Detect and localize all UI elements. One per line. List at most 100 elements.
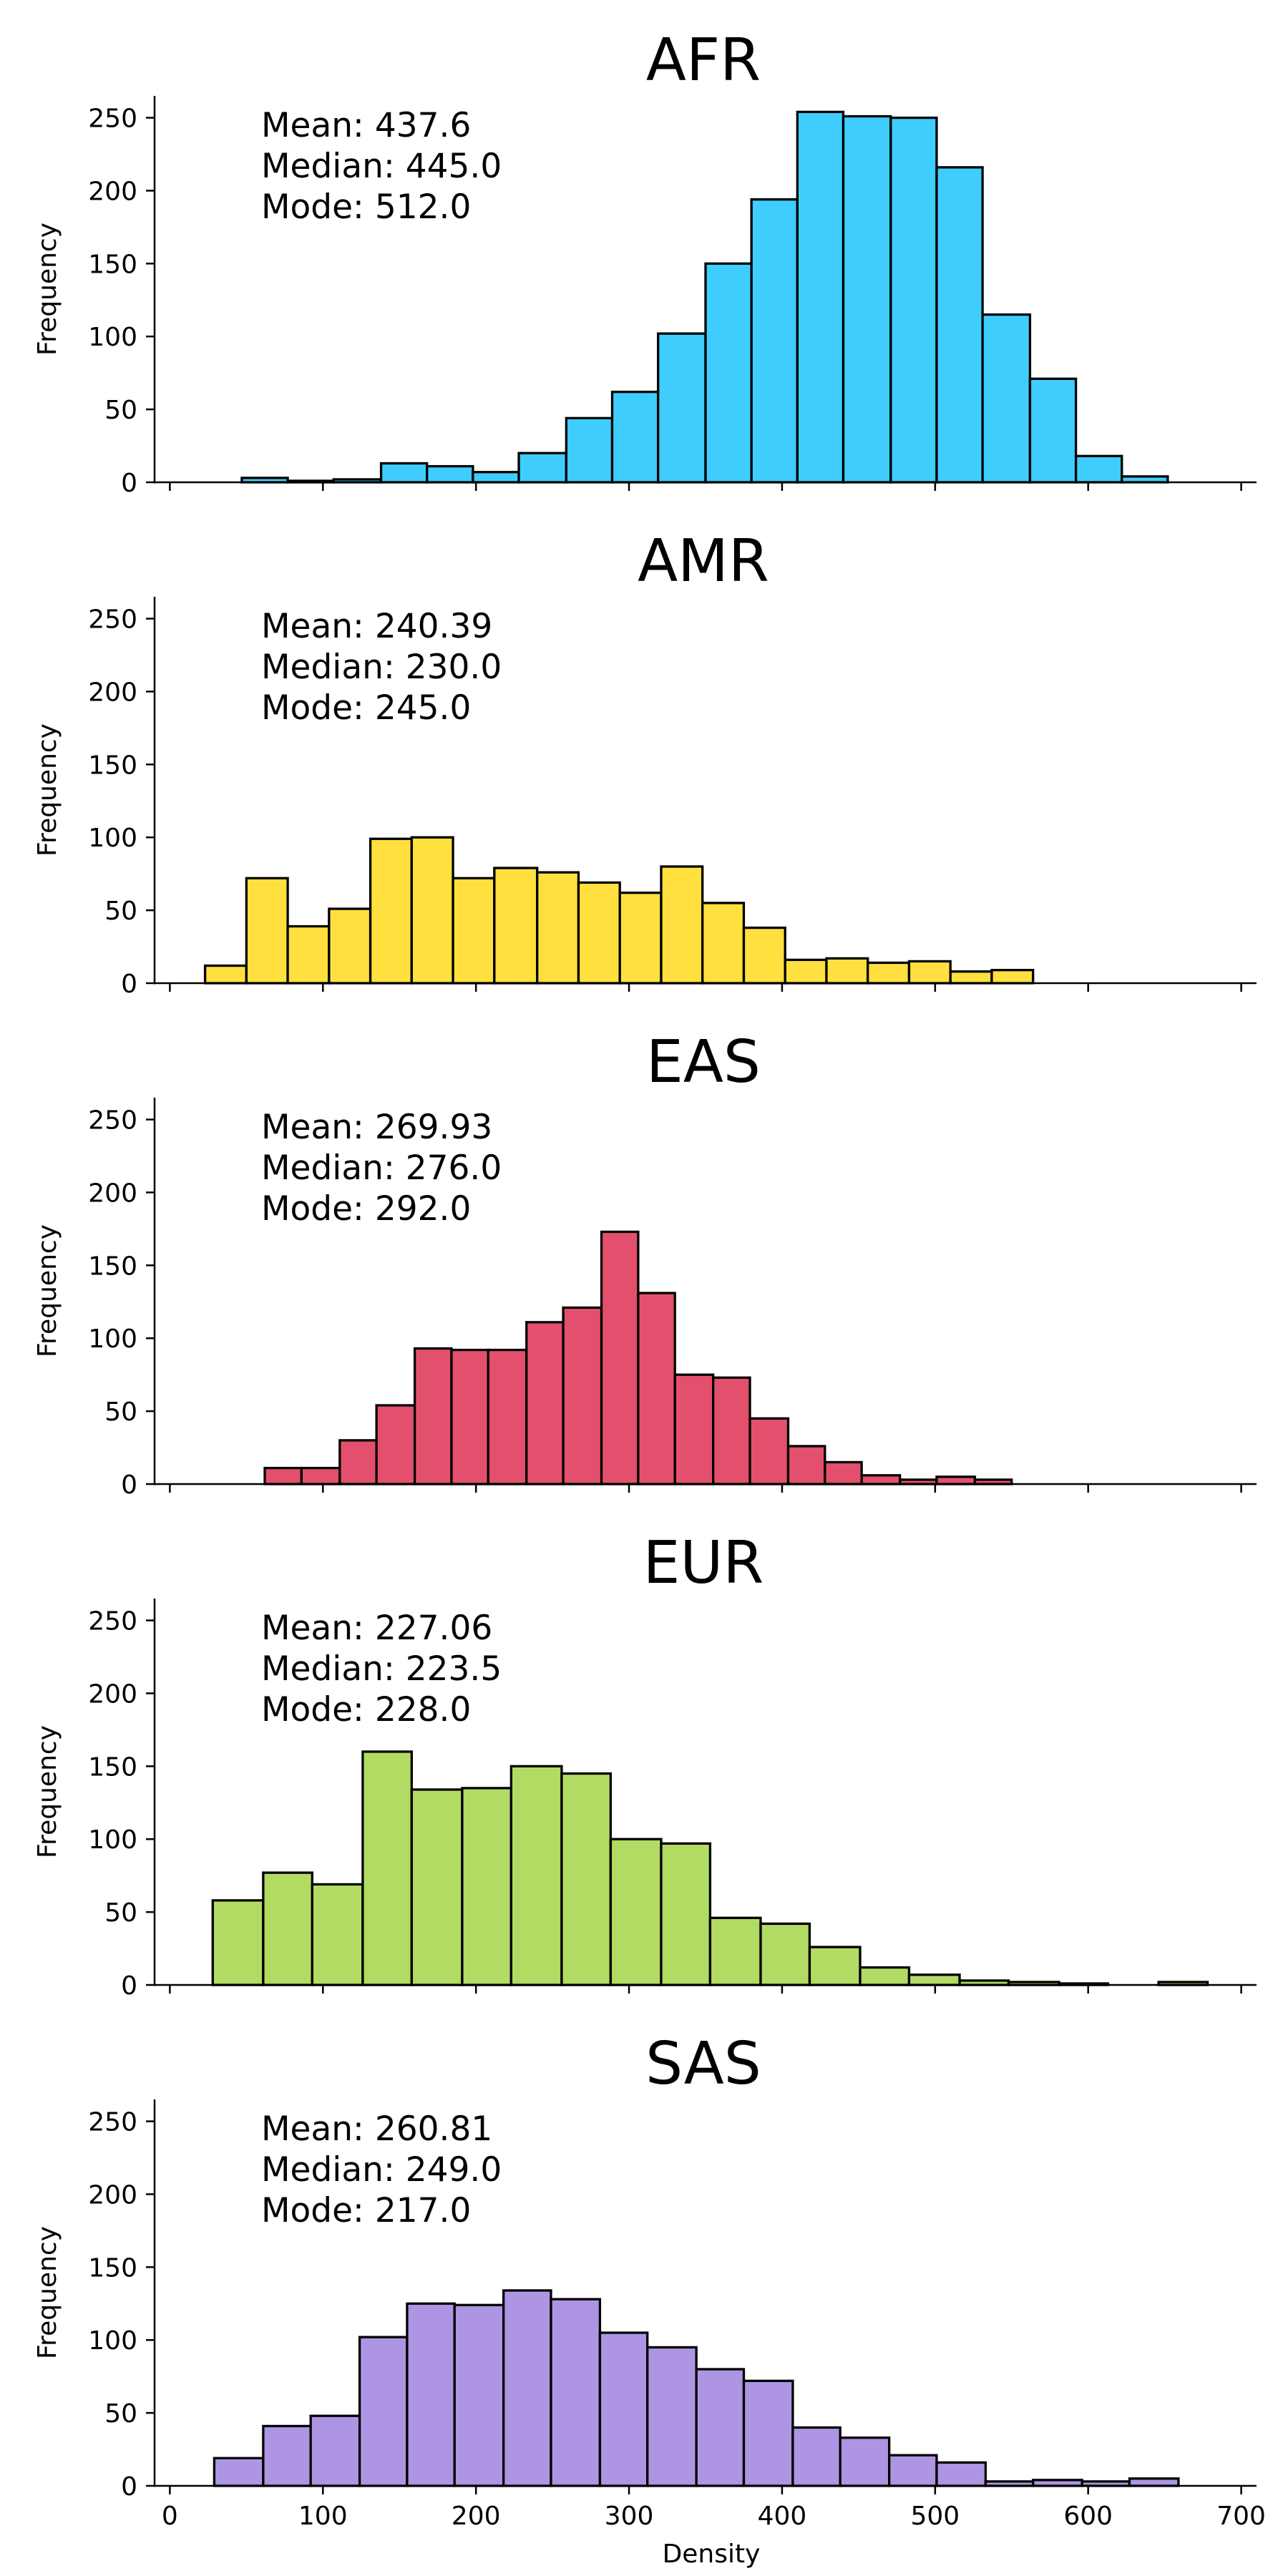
histogram-bar — [213, 2457, 265, 2487]
y-tick-label: 0 — [121, 2472, 137, 2502]
histogram-bar — [309, 2414, 361, 2487]
x-tick-label: 400 — [758, 2502, 807, 2531]
y-tick-label: 100 — [88, 1324, 137, 1354]
y-tick-label: 0 — [121, 1971, 137, 2001]
histogram-bar — [935, 1475, 977, 1485]
x-tick-label: 300 — [605, 2502, 654, 2531]
histogram-bar — [560, 1772, 613, 1986]
histogram-bar — [550, 2298, 602, 2487]
y-tick-label: 150 — [88, 250, 137, 279]
y-tick-label: 100 — [88, 824, 137, 853]
y-tick-label: 200 — [88, 1679, 137, 1709]
histogram-bar — [859, 1966, 911, 1986]
histogram-bar — [889, 116, 938, 484]
stats-annotation-line: Median: 445.0 — [261, 147, 502, 186]
y-tick-label: 50 — [104, 396, 137, 425]
histogram-bar — [517, 452, 568, 484]
histogram-bar — [577, 881, 621, 985]
histogram-bar — [824, 1460, 863, 1485]
histogram-bar — [825, 957, 869, 985]
y-tick-label: 0 — [121, 1470, 137, 1500]
histogram-bar — [369, 837, 413, 985]
histogram-bar — [203, 964, 248, 985]
histogram-bar — [493, 867, 539, 985]
histogram-bar — [660, 865, 704, 985]
y-tick-label: 100 — [88, 323, 137, 352]
histogram-bar — [410, 1788, 464, 1986]
histogram-bar — [375, 1404, 416, 1485]
histogram-bar — [748, 1417, 790, 1485]
histogram-bar — [461, 1787, 513, 1986]
histogram-bar — [338, 1439, 378, 1485]
x-tick-label: 500 — [910, 2502, 960, 2531]
histogram-bar — [759, 1922, 811, 1986]
stats-annotation-line: Median: 276.0 — [261, 1148, 502, 1188]
histogram-bar — [867, 961, 911, 985]
x-tick-label: 600 — [1063, 2502, 1113, 2531]
histogram-bar — [888, 2454, 938, 2487]
y-tick-label: 200 — [88, 177, 137, 206]
histogram-bar — [673, 1373, 715, 1485]
histogram-bar — [750, 198, 799, 484]
y-tick-label: 250 — [88, 104, 137, 134]
y-tick-label: 100 — [88, 2326, 137, 2356]
y-tick-label: 250 — [88, 1607, 137, 1636]
histogram-panel-afr: AFR 0 50 100 150 200 250 Frequency Mean: 437.6Me… — [33, 26, 1257, 498]
x-axis-label: Density — [663, 2540, 761, 2569]
panel-title: AMR — [638, 527, 769, 595]
histogram-bar — [358, 2336, 409, 2487]
histogram-bar — [211, 1899, 265, 1986]
y-axis-label: Frequency — [33, 223, 62, 356]
y-tick-label: 150 — [88, 2253, 137, 2283]
stats-annotation-line: Median: 249.0 — [261, 2150, 502, 2190]
histogram-bar — [695, 2368, 746, 2487]
histogram-bar — [609, 1838, 663, 1986]
histogram-bar — [426, 464, 474, 484]
y-axis-label: Frequency — [33, 1725, 62, 1858]
stats-annotation-line: Mean: 227.06 — [261, 1609, 492, 1648]
histogram-bar — [472, 471, 520, 484]
histogram-bar — [907, 1974, 961, 1986]
histogram-bar — [742, 2379, 794, 2487]
panel-title: EUR — [643, 1529, 764, 1597]
histogram-bar — [487, 1348, 528, 1485]
histogram-bar — [712, 1376, 751, 1485]
histogram-bar — [361, 1750, 413, 1986]
histogram-bar — [1074, 454, 1123, 484]
y-tick-label: 50 — [104, 897, 137, 926]
y-axis-label: Frequency — [33, 723, 62, 857]
histogram-bar — [708, 1916, 762, 1986]
histogram-bar — [379, 462, 429, 484]
histogram-bar — [660, 1842, 712, 1986]
histogram-bar — [562, 1306, 603, 1485]
y-tick-label: 150 — [88, 1252, 137, 1281]
histogram-bar — [262, 2424, 312, 2487]
histogram-panel-sas: SAS 0 50 100 150 200 250 0 100 200 300 400 500 600 700… — [33, 2030, 1266, 2569]
stats-annotation-line: Median: 223.5 — [261, 1649, 502, 1689]
stats-annotation-line: Median: 230.0 — [261, 648, 502, 687]
y-tick-label: 250 — [88, 605, 137, 635]
histogram-bar — [502, 2289, 552, 2487]
y-tick-label: 50 — [104, 2399, 137, 2429]
histogram-bar — [791, 2426, 841, 2487]
histogram-bar — [742, 926, 786, 985]
histogram-bar — [450, 1348, 489, 1485]
histogram-bar — [786, 1445, 826, 1485]
histogram-bar — [784, 958, 828, 985]
y-tick-label: 50 — [104, 1397, 137, 1427]
histogram-bar — [311, 1883, 364, 1986]
histogram-bar — [300, 1466, 341, 1485]
y-tick-label: 150 — [88, 751, 137, 780]
panel-title: AFR — [646, 26, 761, 94]
histogram-bar — [453, 2303, 505, 2487]
histogram-bar — [452, 877, 496, 985]
y-tick-label: 50 — [104, 1898, 137, 1928]
histogram-bar — [525, 1321, 565, 1485]
histogram-bar — [935, 2461, 987, 2487]
histogram-bar — [701, 902, 746, 985]
histogram-bar — [796, 110, 845, 484]
histogram-bar — [646, 2346, 698, 2487]
